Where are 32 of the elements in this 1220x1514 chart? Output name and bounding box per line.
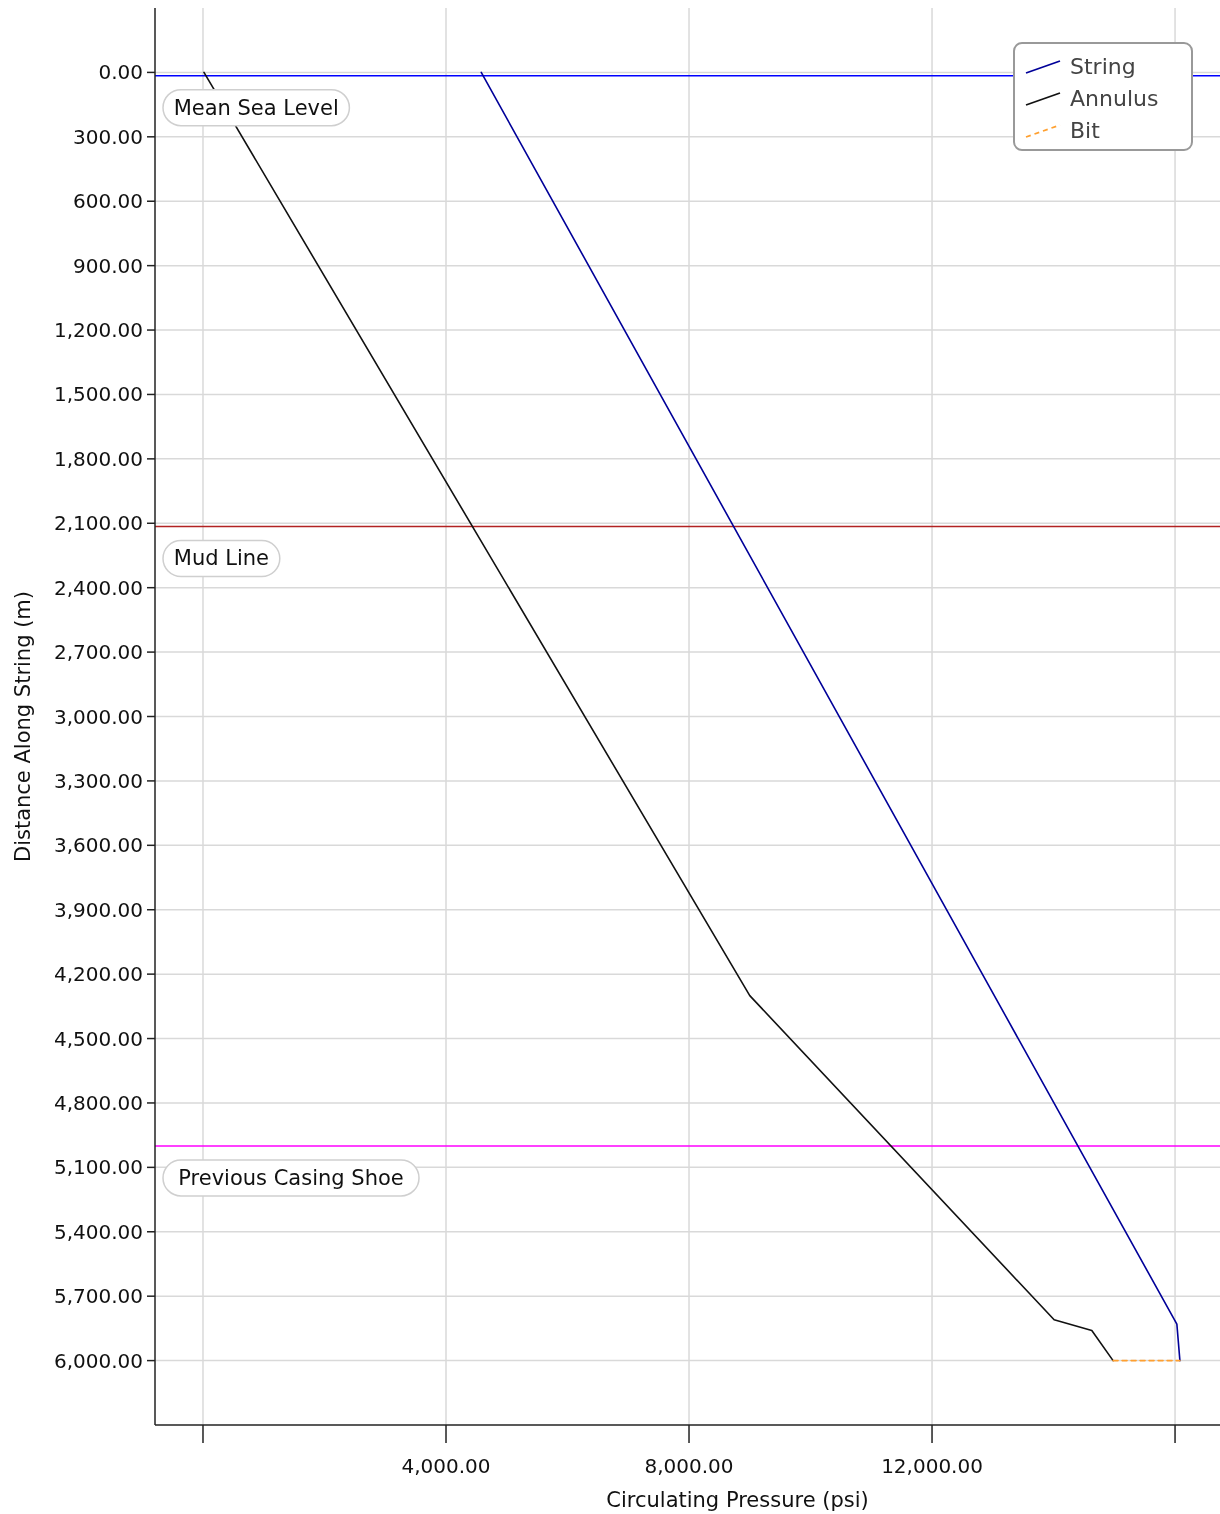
ref-line-label: Previous Casing Shoe — [178, 1165, 404, 1190]
y-tick-label: 3,600.00 — [53, 833, 143, 858]
y-tick-label: 4,800.00 — [53, 1090, 143, 1115]
y-tick-label: 4,500.00 — [53, 1026, 143, 1051]
y-tick-label: 3,900.00 — [53, 897, 143, 922]
y-tick-label: 1,800.00 — [53, 446, 143, 471]
y-tick-label: 6,000.00 — [53, 1348, 143, 1373]
y-tick-label: 2,400.00 — [53, 575, 143, 600]
y-tick-label: 5,700.00 — [53, 1284, 143, 1309]
y-tick-label: 2,700.00 — [53, 640, 143, 665]
y-axis-title: Distance Along String (m) — [11, 590, 35, 863]
x-tick-label: 12,000.00 — [881, 1454, 983, 1478]
legend-label: Annulus — [1070, 86, 1159, 111]
y-tick-label: 3,300.00 — [53, 768, 143, 793]
x-tick-label: 8,000.00 — [644, 1454, 734, 1478]
legend-label: String — [1070, 54, 1136, 79]
y-tick-label: 0.00 — [98, 60, 143, 85]
x-tick-label: 4,000.00 — [401, 1454, 491, 1478]
y-tick-label: 900.00 — [73, 253, 143, 278]
x-axis-title: Circulating Pressure (psi) — [606, 1488, 869, 1512]
y-tick-label: 300.00 — [73, 124, 143, 149]
legend-label: Bit — [1070, 118, 1101, 143]
y-tick-label: 5,100.00 — [53, 1155, 143, 1180]
y-tick-label: 5,400.00 — [53, 1219, 143, 1244]
y-tick-label: 4,200.00 — [53, 962, 143, 987]
y-tick-label: 1,500.00 — [53, 382, 143, 407]
y-tick-label: 1,200.00 — [53, 318, 143, 343]
y-tick-label: 3,000.00 — [53, 704, 143, 729]
ref-line-label: Mud Line — [173, 546, 269, 571]
y-tick-label: 2,100.00 — [53, 511, 143, 536]
y-tick-label: 600.00 — [73, 189, 143, 214]
ref-line-label: Mean Sea Level — [173, 95, 339, 120]
